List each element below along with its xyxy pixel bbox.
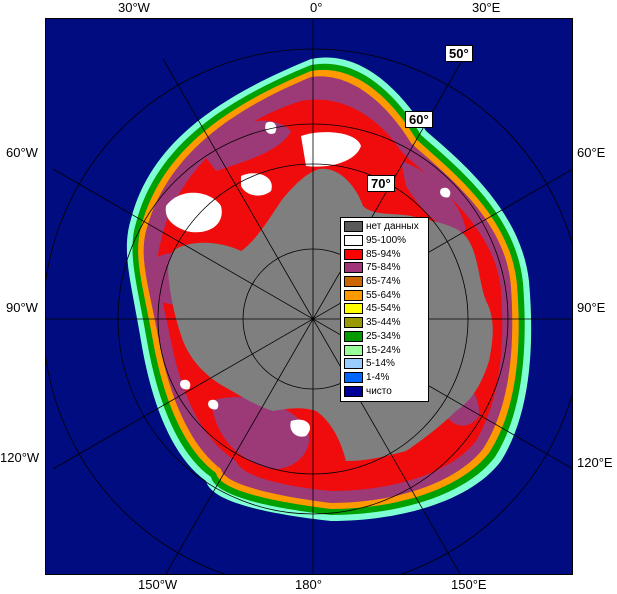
legend-label: 45-54% [366, 303, 401, 315]
map-frame [45, 18, 573, 575]
lon-label-150e: 150°E [451, 577, 487, 592]
legend-label: 5-14% [366, 358, 395, 370]
ice-white-patch-3 [241, 173, 272, 196]
legend-label: 65-74% [366, 276, 401, 288]
legend-swatch [344, 262, 363, 274]
legend-label: 85-94% [366, 248, 401, 260]
lon-label-90e: 90°E [577, 300, 606, 315]
legend-swatch [344, 317, 363, 329]
legend-swatch [344, 276, 363, 288]
legend-swatch [344, 371, 363, 383]
legend-label: нет данных [366, 221, 419, 233]
ice-white-patch-6 [208, 399, 219, 410]
ice-white-patch-1 [165, 192, 222, 233]
legend-swatch [344, 221, 363, 233]
legend-swatch [344, 358, 363, 370]
lon-label-60w: 60°W [6, 145, 38, 160]
legend-label: 75-84% [366, 262, 401, 274]
lon-label-180: 180° [295, 577, 322, 592]
ice-white-patch-2 [301, 132, 361, 167]
lon-label-120w: 120°W [0, 450, 40, 465]
legend-item: чисто [344, 384, 426, 398]
legend-item: 25-34% [344, 330, 426, 344]
legend-label: 25-34% [366, 330, 401, 342]
lon-label-120e: 120°E [577, 455, 613, 470]
legend-item: 75-84% [344, 261, 426, 275]
ice-white-patch-4 [265, 121, 277, 134]
legend-label: 15-24% [366, 344, 401, 356]
lon-label-0: 0° [310, 0, 323, 15]
legend-label: 35-44% [366, 317, 401, 329]
legend-label: 95-100% [366, 235, 407, 247]
legend-item: нет данных [344, 220, 426, 234]
ice-white-patch-8 [440, 187, 451, 198]
legend-label: чисто [366, 385, 392, 397]
legend-swatch [344, 344, 363, 356]
legend-item: 15-24% [344, 343, 426, 357]
legend: нет данных 95-100% 85-94% 75-84% 65-74% 55-64… [340, 217, 429, 402]
ice-mid-patch-2 [211, 397, 310, 470]
legend-swatch [344, 248, 363, 260]
lon-label-60e: 60°E [577, 145, 606, 160]
lat-label-70: 70° [367, 175, 395, 192]
lon-line-60b [52, 169, 572, 470]
legend-item: 1-4% [344, 371, 426, 385]
lon-label-30w: 30°W [118, 0, 150, 15]
legend-item: 95-100% [344, 234, 426, 248]
legend-label: 1-4% [366, 371, 390, 383]
lon-label-30e: 30°E [472, 0, 501, 15]
lat-label-60: 60° [405, 111, 433, 128]
legend-item: 45-54% [344, 302, 426, 316]
legend-item: 55-64% [344, 288, 426, 302]
legend-item: 65-74% [344, 275, 426, 289]
lat-label-50: 50° [445, 45, 473, 62]
legend-swatch [344, 385, 363, 397]
sea-ice-map [46, 19, 572, 574]
ice-mid-patch-4 [201, 120, 291, 171]
legend-item: 35-44% [344, 316, 426, 330]
ice-white-patch-5 [290, 419, 311, 437]
lon-label-90w: 90°W [6, 300, 38, 315]
ice-mid-patch-5 [401, 161, 466, 232]
legend-swatch [344, 289, 363, 301]
ice-white-patch-7 [180, 379, 191, 390]
legend-swatch [344, 303, 363, 315]
legend-item: 5-14% [344, 357, 426, 371]
longitude-grid [46, 19, 572, 574]
legend-swatch [344, 235, 363, 247]
legend-label: 55-64% [366, 289, 401, 301]
legend-swatch [344, 330, 363, 342]
legend-item: 85-94% [344, 247, 426, 261]
lon-label-150w: 150°W [138, 577, 178, 592]
